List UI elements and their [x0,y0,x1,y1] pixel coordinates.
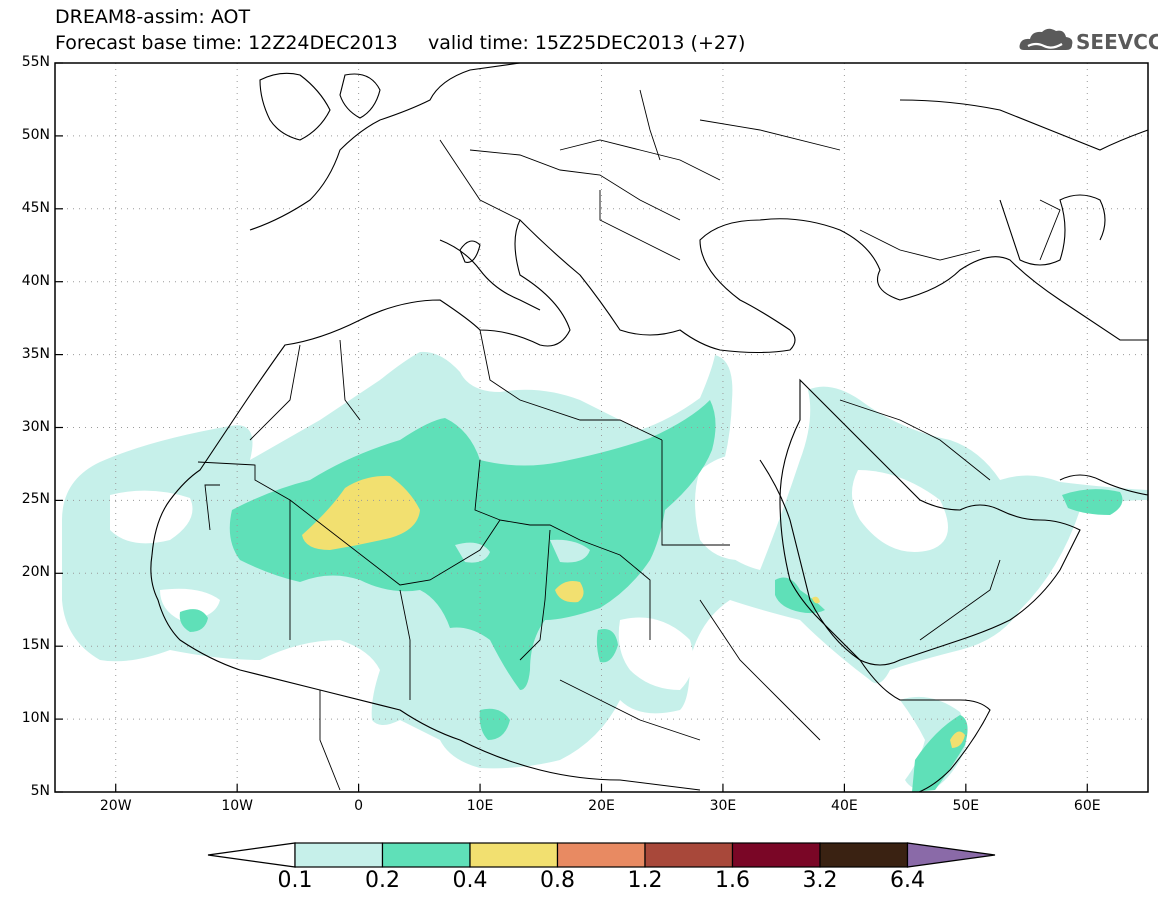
lat-tick-label: 55N [21,54,50,70]
colorbar-threshold-label: 0.2 [365,868,400,893]
aot-region-high [302,475,420,550]
colorbar-threshold-label: 0.1 [277,868,313,893]
colorbar-box [644,842,734,868]
colorbar-threshold-label: 0.4 [452,868,488,893]
colorbar-box [819,842,909,868]
axis-ticks [55,62,1088,793]
lat-tick-label: 20N [21,564,50,581]
lat-tick-label: 40N [21,272,50,289]
seevccc-logo: SEEVCCC [1018,20,1165,60]
colorbar-threshold-label: 3.2 [802,868,838,893]
aot-region-high [812,596,820,604]
aot-region-medium [479,708,510,740]
lat-tick-label: 5N [30,783,50,799]
lon-tick-label: 50E [952,798,980,814]
colorbar-box [381,842,471,868]
lon-tick-label: 60E [1073,798,1101,814]
lat-tick-label: 15N [21,637,50,654]
colorbar-threshold-label: 0.8 [540,868,575,893]
lat-tick-label: 50N [21,126,50,143]
lon-tick-label: 0 [354,798,364,814]
cloud-icon: SEEVCCC [1019,28,1165,54]
lat-tick-label: 45N [21,199,50,216]
aot-region-high [555,581,584,603]
colorbar-threshold-label: 1.2 [627,868,663,893]
coastlines [150,63,1148,792]
lon-tick-label: 40E [831,798,858,814]
lat-tick-label: 10N [21,710,50,727]
aot-region-high [950,731,965,748]
aot-region-medium [912,715,968,792]
colorbar-box [556,842,646,868]
colorbar-box [469,842,559,868]
colorbar-box [294,842,384,868]
aot-region-medium [1062,489,1123,515]
colorbar-threshold-label: 1.6 [715,868,750,893]
lat-tick-label: 35N [21,345,50,362]
logo-text: SEEVCCC [1076,30,1158,54]
lon-tick-label: 30E [709,798,737,814]
colorbar-box [731,842,821,868]
map-subtitle: Forecast base time: 12Z24DEC2013 valid t… [55,32,745,54]
colorbar-high-arrow [906,842,996,868]
base-time: Forecast base time: 12Z24DEC2013 [55,32,398,54]
lon-tick-label: 10W [221,798,253,814]
aot-region-medium [596,629,618,663]
map-title: DREAM8-assim: AOT [55,6,251,28]
aot-region-medium [179,609,208,632]
valid-time: valid time: 15Z25DEC2013 (+27) [427,32,746,54]
colorbar-low-arrow [207,842,296,868]
lon-tick-label: 10E [466,798,494,814]
lat-tick-label: 30N [21,418,50,435]
lon-tick-label: 20W [99,798,132,814]
borders [197,89,1061,791]
lat-tick-label: 25N [21,491,50,508]
colorbar-threshold-label: 6.4 [890,868,925,893]
lon-tick-label: 20E [588,798,615,814]
